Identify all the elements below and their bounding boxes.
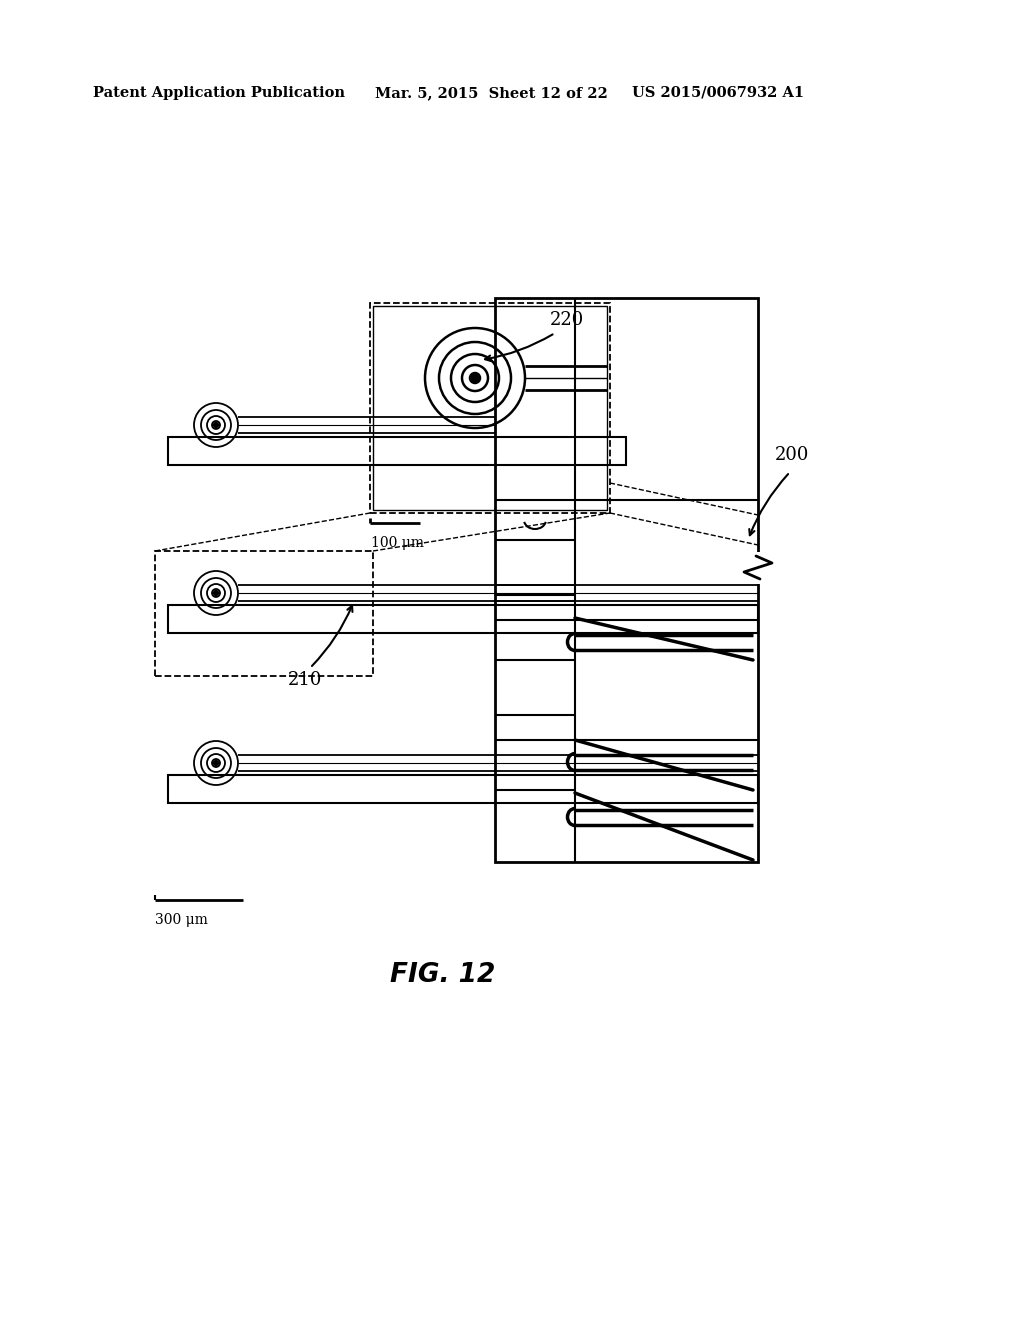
Text: 210: 210 <box>288 671 323 689</box>
Bar <box>168 605 758 634</box>
Bar <box>373 306 607 510</box>
Bar <box>742 552 774 583</box>
Text: 220: 220 <box>550 312 585 329</box>
Text: 100 μm: 100 μm <box>371 536 424 550</box>
Text: Mar. 5, 2015  Sheet 12 of 22: Mar. 5, 2015 Sheet 12 of 22 <box>375 86 608 100</box>
Text: Patent Application Publication: Patent Application Publication <box>93 86 345 100</box>
Circle shape <box>213 422 218 428</box>
Bar <box>370 304 610 513</box>
Circle shape <box>471 374 479 381</box>
Text: 200: 200 <box>775 446 809 465</box>
Bar <box>495 298 758 862</box>
Bar <box>168 775 758 803</box>
Text: 300 μm: 300 μm <box>155 913 208 927</box>
Bar <box>168 437 626 465</box>
Bar <box>155 550 373 676</box>
Text: FIG. 12: FIG. 12 <box>390 962 496 987</box>
Circle shape <box>213 590 218 595</box>
Text: US 2015/0067932 A1: US 2015/0067932 A1 <box>632 86 804 100</box>
Circle shape <box>213 760 218 766</box>
